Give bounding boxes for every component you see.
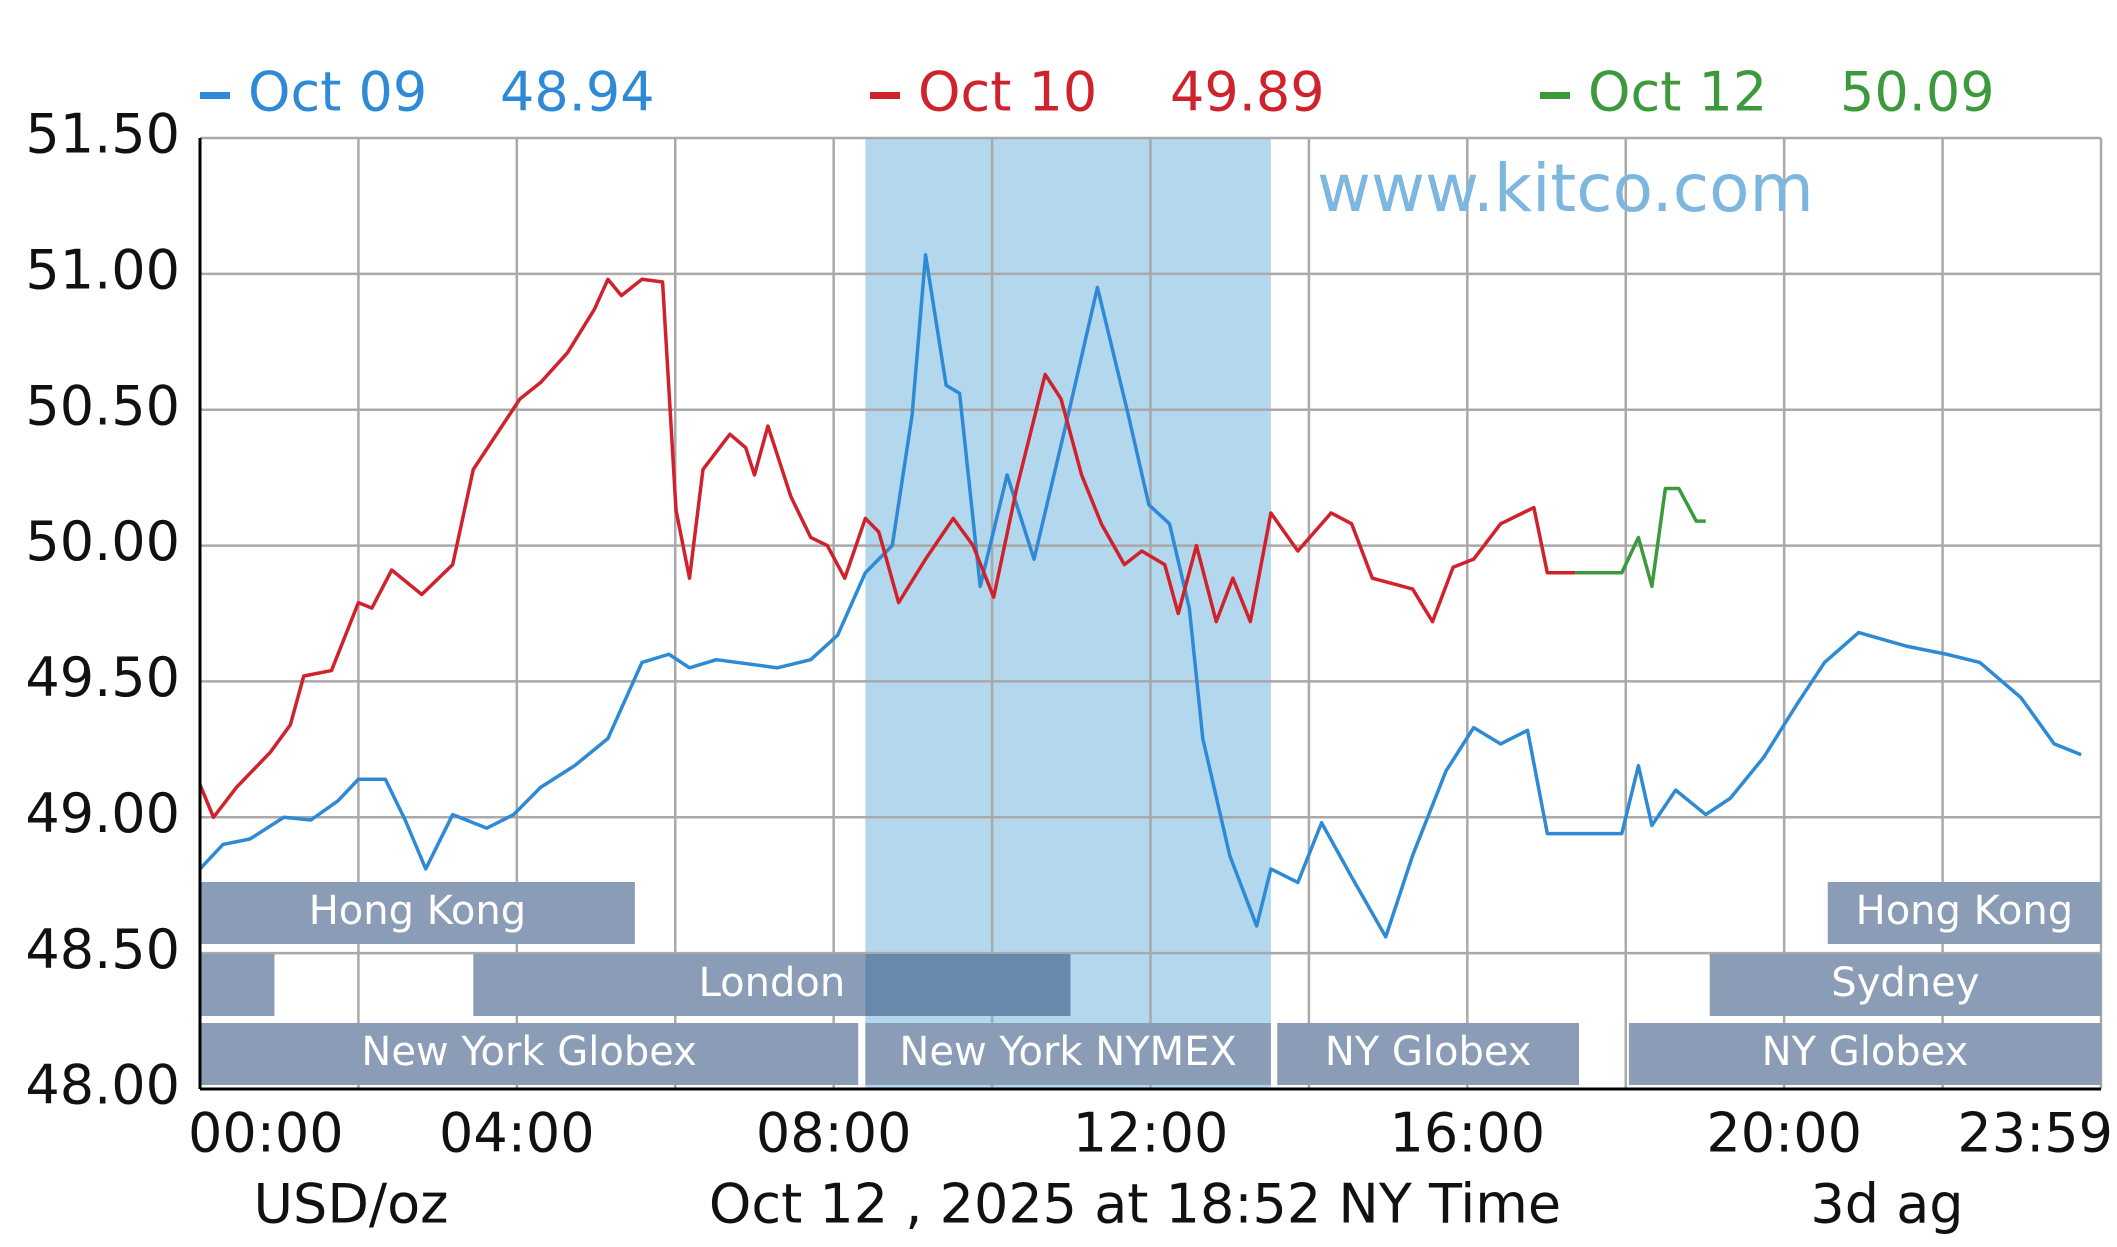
- legend-name: Oct 12: [1588, 61, 1767, 124]
- session-bar: [865, 1023, 1271, 1085]
- footer-note: 3d ag: [1810, 1173, 1963, 1236]
- x-tick-label: 23:59: [1957, 1102, 2113, 1165]
- unit-label: USD/oz: [254, 1173, 449, 1236]
- legend-swatch: [1540, 92, 1570, 99]
- session-label: NY Globex: [1325, 1029, 1532, 1075]
- plot: Hong Kong Hong Kong London Sydney New York G…: [198, 136, 2103, 1091]
- watermark: www.kitco.com: [1317, 150, 1814, 227]
- legend-name: Oct 10: [918, 61, 1097, 124]
- session-label: Hong Kong: [309, 888, 526, 934]
- price-line: [1575, 486, 1706, 589]
- y-tick-label: 48.50: [25, 918, 180, 981]
- x-tick-label: 12:00: [1073, 1102, 1229, 1165]
- session-overlap: [865, 954, 1071, 1016]
- session-label: Hong Kong: [1856, 888, 2073, 934]
- legend-value: 50.09: [1840, 61, 1995, 124]
- legend-value: 48.94: [500, 61, 655, 124]
- y-tick-label: 49.00: [25, 782, 180, 845]
- x-tick-label: 08:00: [756, 1102, 912, 1165]
- legend-name: Oct 09: [248, 61, 427, 124]
- y-tick-label: 51.00: [25, 238, 180, 301]
- x-tick-label: 16:00: [1390, 1102, 1546, 1165]
- session-bar: [200, 1023, 859, 1085]
- session-label: NY Globex: [1762, 1029, 1969, 1075]
- session-bar: [1827, 882, 2101, 944]
- session-bar: [200, 882, 635, 944]
- y-tick-label: 50.50: [25, 374, 180, 437]
- session-bar: [1277, 1023, 1580, 1085]
- y-tick-label: 50.00: [25, 510, 180, 573]
- y-tick-label: 51.50: [25, 103, 180, 166]
- session-label: New York NYMEX: [899, 1029, 1236, 1075]
- session-label: Sydney: [1831, 960, 1979, 1006]
- x-tick-label: 04:00: [439, 1102, 595, 1165]
- timestamp: Oct 12 , 2025 at 18:52 NY Time: [709, 1173, 1561, 1236]
- price-line: [198, 253, 2082, 939]
- legend-swatch: [200, 92, 230, 99]
- y-tick-label: 48.00: [25, 1054, 180, 1117]
- price-line: [198, 277, 1576, 820]
- session-bar: [200, 954, 275, 1016]
- y-tick-label: 49.50: [25, 646, 180, 709]
- x-tick-label: 00:00: [188, 1102, 344, 1165]
- x-tick-label: 20:00: [1706, 1102, 1862, 1165]
- session-bar: [1628, 1023, 2101, 1085]
- session-bar: [1709, 954, 2101, 1016]
- legend-value: 49.89: [1170, 61, 1325, 124]
- highlight-band: [865, 138, 1271, 1089]
- legend-swatch: [870, 92, 900, 99]
- session-label: New York Globex: [361, 1029, 696, 1075]
- session-label: London: [699, 960, 846, 1006]
